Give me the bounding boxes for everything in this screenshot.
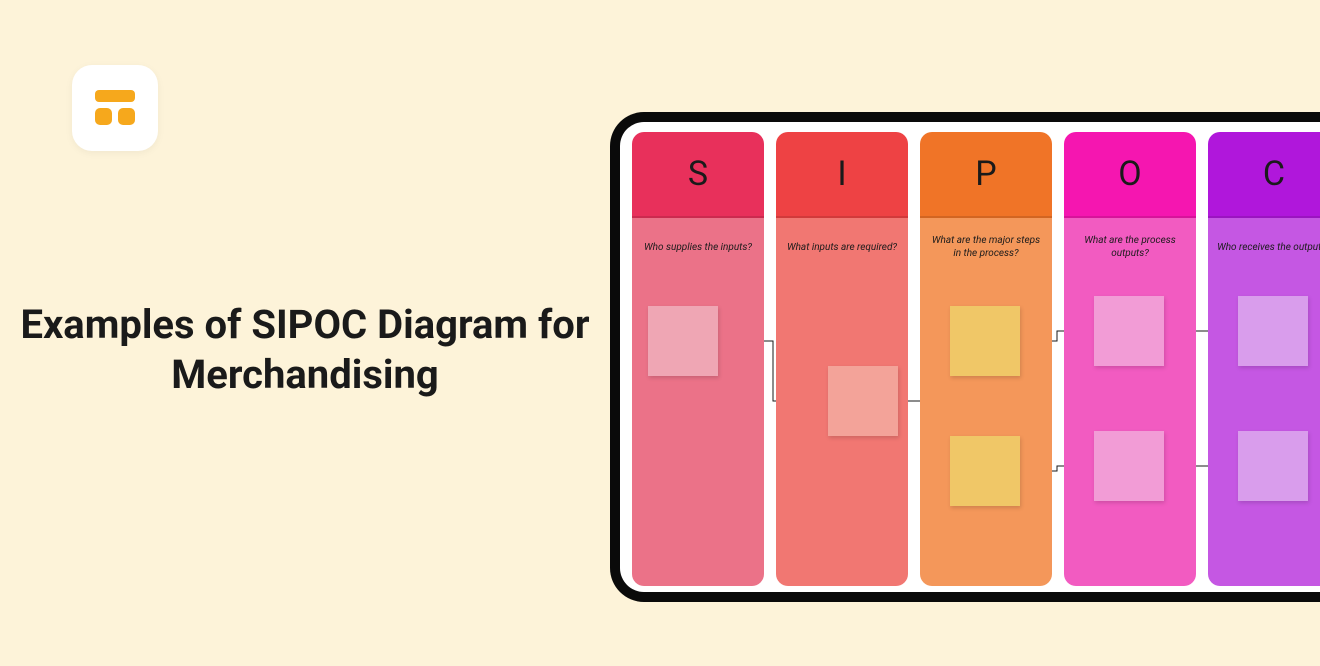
- sticky-note[interactable]: [1238, 296, 1308, 366]
- sticky-note[interactable]: [1094, 431, 1164, 501]
- app-logo: [72, 65, 158, 151]
- page-title: Examples of SIPOC Diagram for Merchandis…: [20, 300, 590, 400]
- column-question: Who supplies the inputs?: [632, 218, 764, 276]
- column-question: What inputs are required?: [776, 218, 908, 276]
- device-frame: SWho supplies the inputs?IWhat inputs ar…: [610, 112, 1320, 602]
- sticky-note[interactable]: [828, 366, 898, 436]
- column-header: C: [1208, 132, 1320, 218]
- column-question: What are the major steps in the process?: [920, 218, 1052, 276]
- column-header: O: [1064, 132, 1196, 218]
- sticky-note[interactable]: [950, 436, 1020, 506]
- column-header: S: [632, 132, 764, 218]
- sticky-note[interactable]: [950, 306, 1020, 376]
- column-header: P: [920, 132, 1052, 218]
- column-question: Who receives the outputs?: [1208, 218, 1320, 276]
- column-question: What are the process outputs?: [1064, 218, 1196, 276]
- column-header: I: [776, 132, 908, 218]
- sipoc-column-i: IWhat inputs are required?: [776, 132, 908, 586]
- logo-icon: [95, 90, 135, 126]
- sticky-note[interactable]: [1238, 431, 1308, 501]
- sipoc-diagram: SWho supplies the inputs?IWhat inputs ar…: [632, 132, 1320, 592]
- sticky-note[interactable]: [1094, 296, 1164, 366]
- sticky-note[interactable]: [648, 306, 718, 376]
